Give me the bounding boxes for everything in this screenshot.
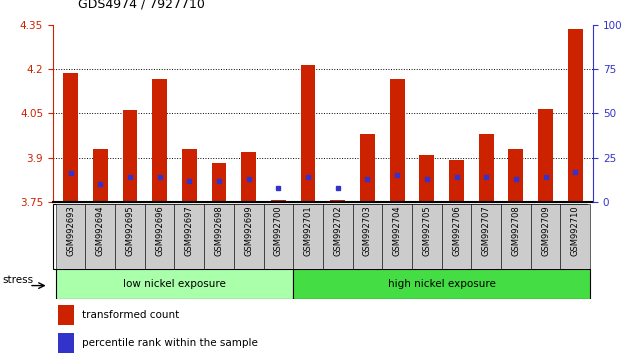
Text: GSM992695: GSM992695 [125,206,135,256]
FancyBboxPatch shape [86,204,115,269]
Text: GSM992702: GSM992702 [333,206,342,256]
Text: GSM992693: GSM992693 [66,206,75,256]
FancyBboxPatch shape [471,204,501,269]
FancyBboxPatch shape [175,204,204,269]
Text: GSM992696: GSM992696 [155,206,164,256]
Text: transformed count: transformed count [83,310,179,320]
Bar [538,109,553,202]
Bar [271,200,286,202]
Bar [390,79,404,202]
Bar [242,152,256,202]
Bar [122,110,137,202]
FancyBboxPatch shape [383,204,412,269]
FancyBboxPatch shape [531,204,560,269]
Text: GSM992694: GSM992694 [96,206,105,256]
Bar [182,149,197,202]
Text: GSM992704: GSM992704 [392,206,402,256]
Bar [58,305,75,325]
FancyBboxPatch shape [204,204,234,269]
FancyBboxPatch shape [323,204,353,269]
Text: GSM992701: GSM992701 [304,206,312,256]
FancyBboxPatch shape [56,269,293,299]
FancyBboxPatch shape [501,204,531,269]
Text: GSM992699: GSM992699 [244,206,253,256]
Text: GDS4974 / 7927710: GDS4974 / 7927710 [78,0,204,11]
FancyBboxPatch shape [293,204,323,269]
Text: GSM992706: GSM992706 [452,206,461,256]
Text: stress: stress [2,275,34,285]
Text: GSM992698: GSM992698 [214,206,224,256]
Bar [58,333,75,353]
FancyBboxPatch shape [145,204,175,269]
FancyBboxPatch shape [442,204,471,269]
FancyBboxPatch shape [353,204,383,269]
Bar [152,79,167,202]
Text: low nickel exposure: low nickel exposure [123,279,226,289]
Bar [479,134,494,202]
Text: GSM992707: GSM992707 [482,206,491,256]
Bar [212,164,227,202]
FancyBboxPatch shape [263,204,293,269]
Bar [63,74,78,202]
Bar [360,134,375,202]
Bar [93,149,107,202]
Text: GSM992708: GSM992708 [511,206,520,256]
Bar [509,149,524,202]
Bar [449,160,464,202]
Text: GSM992697: GSM992697 [185,206,194,256]
Text: GSM992705: GSM992705 [422,206,432,256]
FancyBboxPatch shape [412,204,442,269]
Text: GSM992710: GSM992710 [571,206,580,256]
Text: GSM992703: GSM992703 [363,206,372,256]
Text: percentile rank within the sample: percentile rank within the sample [83,338,258,348]
Text: GSM992700: GSM992700 [274,206,283,256]
Text: GSM992709: GSM992709 [541,206,550,256]
FancyBboxPatch shape [293,269,590,299]
Bar [330,200,345,202]
FancyBboxPatch shape [234,204,263,269]
Bar [301,64,315,202]
FancyBboxPatch shape [560,204,590,269]
Text: high nickel exposure: high nickel exposure [388,279,496,289]
Bar [419,155,434,202]
FancyBboxPatch shape [115,204,145,269]
Bar [568,29,582,202]
FancyBboxPatch shape [56,204,86,269]
